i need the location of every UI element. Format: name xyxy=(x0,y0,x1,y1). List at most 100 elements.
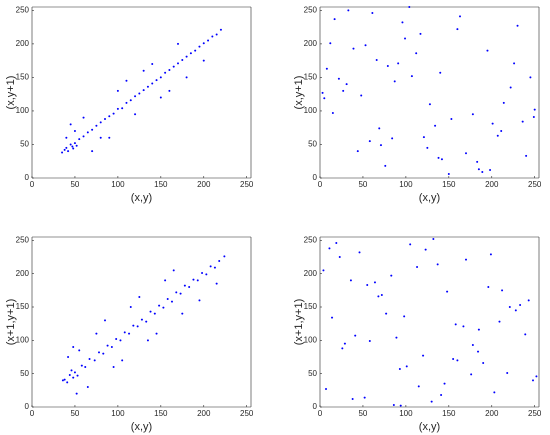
scatter-point xyxy=(73,142,76,145)
scatter-point xyxy=(470,373,473,376)
scatter-point xyxy=(496,134,499,137)
scatter-point xyxy=(525,154,528,157)
scatter-point xyxy=(328,247,331,250)
scatter-point xyxy=(354,334,357,337)
scatter-point xyxy=(331,111,334,114)
scatter-point xyxy=(134,95,137,98)
x-axis-label: (x,y) xyxy=(131,192,152,204)
scatter-point xyxy=(462,325,465,328)
scatter-point xyxy=(179,292,182,295)
scatter-point xyxy=(343,342,346,345)
scatter-point xyxy=(84,366,87,368)
scatter-point xyxy=(170,300,173,303)
scatter-point xyxy=(66,381,69,384)
y-tick-label: 250 xyxy=(16,5,30,14)
scatter-point xyxy=(477,168,480,171)
x-tick-label: 150 xyxy=(154,409,168,418)
scatter-point xyxy=(458,15,461,18)
y-tick-label: 0 xyxy=(313,402,318,411)
scatter-point xyxy=(447,172,450,175)
scatter-point xyxy=(78,349,81,352)
scatter-point xyxy=(356,150,359,153)
scatter-point xyxy=(106,344,109,347)
scatter-point xyxy=(509,86,512,89)
x-tick-label: 0 xyxy=(30,180,35,189)
y-tick-label: 0 xyxy=(313,173,318,182)
y-tick-label: 50 xyxy=(308,140,317,149)
x-tick-label: 200 xyxy=(197,180,211,189)
scatter-point xyxy=(405,365,408,368)
scatter-point xyxy=(422,354,425,357)
scatter-point xyxy=(331,316,334,319)
scatter-point xyxy=(194,49,197,52)
scatter-point xyxy=(325,388,328,390)
x-tick-label: 0 xyxy=(30,409,35,418)
scatter-point xyxy=(456,359,459,362)
scatter-point xyxy=(322,269,325,272)
scatter-point xyxy=(349,279,352,282)
scatter-point xyxy=(162,306,165,309)
scatter-point xyxy=(358,251,361,254)
scatter-point xyxy=(116,89,119,92)
scatter-point xyxy=(452,358,455,360)
scatter-point xyxy=(202,42,205,45)
scatter-point xyxy=(440,158,443,161)
scatter-point xyxy=(437,156,440,159)
scatter-point xyxy=(395,336,398,339)
scatter-point xyxy=(487,286,490,288)
scatter-point xyxy=(471,113,474,116)
scatter-point xyxy=(325,67,328,70)
scatter-point xyxy=(155,79,158,82)
y-tick-label: 250 xyxy=(304,235,318,244)
scatter-point xyxy=(177,42,179,45)
scatter-point xyxy=(446,290,449,293)
x-tick-label: 50 xyxy=(70,180,79,189)
scatter-point xyxy=(164,71,167,74)
y-tick-label: 100 xyxy=(304,106,318,115)
scatter-point xyxy=(88,358,91,360)
scatter-point xyxy=(110,346,113,348)
scatter-point xyxy=(80,364,83,367)
scatter-point xyxy=(347,9,350,12)
scatter-point xyxy=(486,49,489,52)
scatter-point xyxy=(132,324,135,327)
scatter-point xyxy=(378,127,381,130)
scatter-point xyxy=(202,59,205,62)
scatter-point xyxy=(476,160,479,163)
scatter-point xyxy=(419,32,422,35)
scatter-point xyxy=(75,144,78,147)
scatter-point xyxy=(181,312,184,315)
scatter-point xyxy=(535,375,538,378)
scatter-point xyxy=(364,44,367,47)
scatter-point xyxy=(61,151,64,154)
scatter-point xyxy=(155,332,158,335)
scatter-point xyxy=(205,273,208,276)
x-tick-label: 200 xyxy=(485,180,499,189)
scatter-point xyxy=(337,77,340,80)
scatter-point xyxy=(527,299,530,302)
scatter-point xyxy=(134,113,137,116)
scatter-point xyxy=(99,121,102,124)
scatter-point xyxy=(439,71,442,74)
y-tick-label: 200 xyxy=(16,269,30,278)
scatter-point xyxy=(116,107,119,110)
scatter-point xyxy=(390,274,393,277)
x-tick-label: 0 xyxy=(318,409,323,418)
scatter-point xyxy=(335,242,338,244)
scatter-point xyxy=(138,296,141,298)
x-tick-label: 250 xyxy=(528,180,542,189)
scatter-point xyxy=(501,289,504,292)
y-tick-label: 150 xyxy=(16,302,30,311)
scatter-point xyxy=(181,58,184,61)
y-axis-label: (x,y+1) xyxy=(5,76,17,110)
scatter-point xyxy=(531,379,534,382)
scatter-point xyxy=(123,331,126,334)
scatter-point xyxy=(508,306,511,308)
scatter-point xyxy=(489,253,492,256)
scatter-point xyxy=(140,318,143,321)
scatter-point xyxy=(164,279,167,282)
scatter-point xyxy=(223,255,226,258)
scatter-point xyxy=(61,379,64,382)
y-tick-label: 100 xyxy=(304,335,318,344)
scatter-point xyxy=(351,398,354,400)
